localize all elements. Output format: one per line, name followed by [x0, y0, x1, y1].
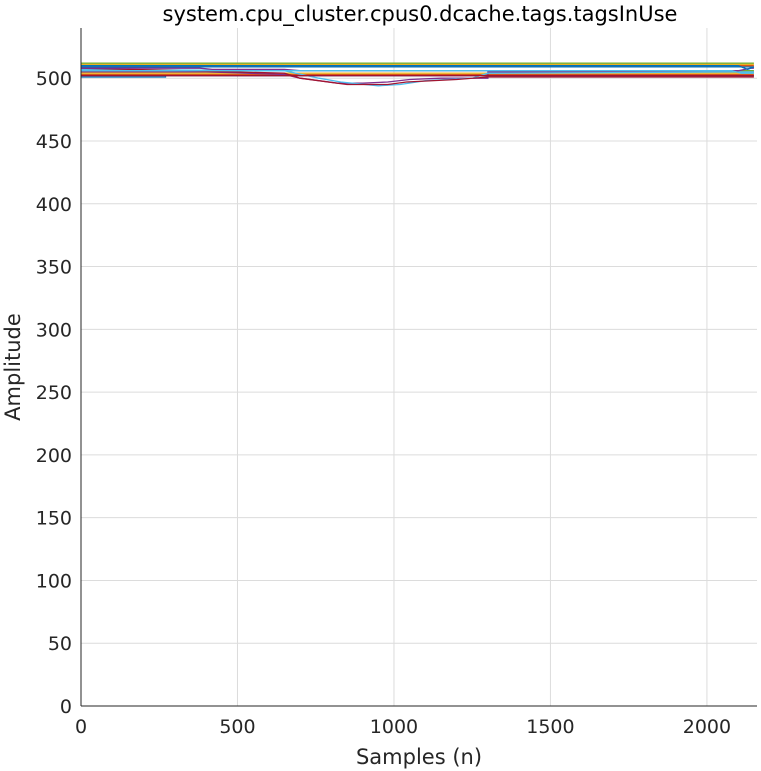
- x-tick-label: 2000: [683, 716, 731, 738]
- x-tick-label: 1500: [526, 716, 574, 738]
- y-tick-label: 400: [36, 194, 72, 216]
- x-tick-label: 0: [75, 716, 87, 738]
- series-line: [81, 71, 754, 84]
- y-tick-label: 150: [36, 508, 72, 530]
- series-line: [81, 70, 754, 74]
- y-tick-label: 450: [36, 131, 72, 153]
- x-tick-label: 500: [219, 716, 255, 738]
- y-tick-label: 300: [36, 319, 72, 341]
- y-tick-label: 200: [36, 445, 72, 467]
- x-tick-label: 1000: [370, 716, 418, 738]
- y-tick-label: 100: [36, 570, 72, 592]
- y-tick-label: 250: [36, 382, 72, 404]
- y-axis-label: Amplitude: [1, 313, 25, 421]
- series-group: [80, 62, 755, 87]
- axes: [80, 28, 757, 707]
- y-tick-label: 500: [36, 68, 72, 90]
- chart-title: system.cpu_cluster.cpus0.dcache.tags.tag…: [163, 2, 678, 27]
- y-tick-label: 50: [48, 633, 72, 655]
- x-axis-label: Samples (n): [356, 745, 482, 769]
- series-line: [81, 65, 755, 71]
- y-tick-label: 0: [60, 696, 72, 718]
- tick-labels: 0 500 1000 1500 2000 0 50 100 150 200 250 300 350 400…: [36, 68, 731, 738]
- y-tick-label: 350: [36, 257, 72, 279]
